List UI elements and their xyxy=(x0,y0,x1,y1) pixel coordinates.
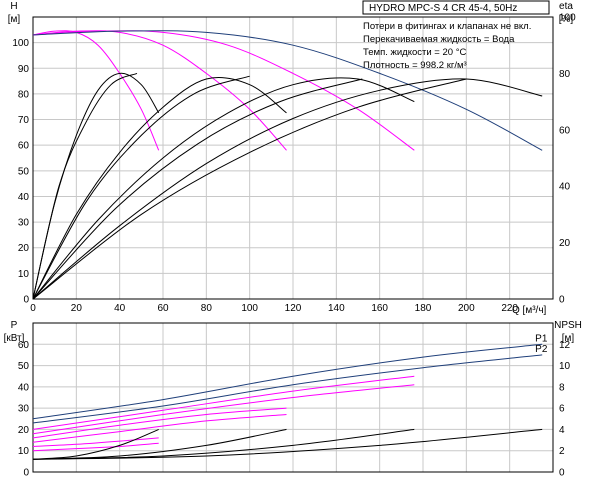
lower-npsh-tick-label: 6 xyxy=(559,404,565,415)
lower-ylabel-left-0: P xyxy=(11,320,18,331)
lower-y-tick-label: 40 xyxy=(18,382,30,393)
upper-ylabel-left-1: [м] xyxy=(8,14,21,25)
note-liquid: Перекачиваемая жидкость = Вода xyxy=(363,34,515,45)
x-tick-label: 20 xyxy=(71,303,83,314)
x-tick-label: 160 xyxy=(371,303,388,314)
upper-series xyxy=(32,30,543,300)
lower-npsh-tick-label: 12 xyxy=(559,340,571,351)
x-tick-label: 60 xyxy=(157,303,169,314)
note-fittings: Потери в фитингах и клапанах не вкл. xyxy=(363,21,531,32)
lower-ylabel-left-1: [кВт] xyxy=(4,333,25,344)
upper-ylabel-left-0: H xyxy=(10,1,17,12)
upper-y-tick-label: 100 xyxy=(12,38,29,49)
lower-y-tick-label: 0 xyxy=(23,468,29,479)
tick-labels: 0 20 40 60 80 100 120 140 160 180 200 2200102030405… xyxy=(12,13,576,479)
upper-eta-tick-label: 60 xyxy=(559,125,571,136)
upper-perf-curve-3 xyxy=(32,30,543,151)
lower-y-tick-label: 30 xyxy=(18,404,30,415)
upper-eta-curve-11 xyxy=(32,78,467,300)
upper-eta-tick-label: 20 xyxy=(559,238,571,249)
x-tick-label: 40 xyxy=(114,303,126,314)
lower-frame xyxy=(32,322,554,473)
lower-head-curve-7 xyxy=(32,442,159,452)
lower-head-curve-4 xyxy=(32,407,287,439)
lower-ylabel-right-0: NPSH xyxy=(554,320,582,331)
upper-y-tick-label: 70 xyxy=(18,115,30,126)
upper-ylabel-right-1: [%] xyxy=(559,14,574,25)
upper-eta-tick-label: 80 xyxy=(559,69,571,80)
lower-y-tick-label: 60 xyxy=(18,340,30,351)
lower-npsh-curve-11 xyxy=(32,428,543,460)
upper-xlabel: Q [м³/ч] xyxy=(512,305,547,316)
lower-y-tick-label: 50 xyxy=(18,361,30,372)
lower-perf-curve-1 xyxy=(32,354,543,424)
upper-eta-curve-8 xyxy=(32,72,138,300)
upper-y-tick-label: 40 xyxy=(18,192,30,203)
upper-eta-curve-7 xyxy=(32,78,543,300)
upper-y-tick-label: 60 xyxy=(18,141,30,152)
note-temperature: Темп. жидкости = 20 °C xyxy=(363,47,466,58)
title-box xyxy=(362,0,550,15)
lower-npsh-tick-label: 0 xyxy=(559,468,565,479)
upper-eta-curve-10 xyxy=(32,78,363,300)
upper-y-tick-label: 90 xyxy=(18,64,30,75)
lower-series-label-p2: P2 xyxy=(535,344,548,355)
lower-npsh-tick-label: 10 xyxy=(559,361,571,372)
upper-y-tick-label: 30 xyxy=(18,218,30,229)
upper-eta-tick-label: 0 xyxy=(559,295,565,306)
lower-head-curve-2 xyxy=(32,375,415,430)
lower-npsh-curve-10 xyxy=(32,428,415,460)
lower-npsh-tick-label: 2 xyxy=(559,446,565,457)
x-tick-label: 100 xyxy=(241,303,258,314)
lower-y-tick-label: 20 xyxy=(18,425,30,436)
x-tick-label: 140 xyxy=(328,303,345,314)
upper-y-tick-label: 0 xyxy=(23,295,29,306)
x-tick-label: 220 xyxy=(501,303,518,314)
chart-title: HYDRO MPC-S 4 CR 45-4, 50Hz xyxy=(369,3,517,14)
upper-y-tick-label: 10 xyxy=(18,269,30,280)
lower-y-tick-label: 10 xyxy=(18,446,30,457)
upper-head-curve-0 xyxy=(32,30,160,151)
upper-eta-curve-6 xyxy=(32,77,415,300)
upper-y-tick-label: 20 xyxy=(18,243,30,254)
upper-frame xyxy=(32,16,554,300)
upper-y-tick-label: 80 xyxy=(18,89,30,100)
upper-grid xyxy=(32,16,554,300)
upper-eta-curve-5 xyxy=(32,77,287,300)
x-tick-label: 80 xyxy=(201,303,213,314)
upper-head-curve-2 xyxy=(32,30,415,151)
x-tick-label: 180 xyxy=(415,303,432,314)
upper-eta-curve-9 xyxy=(32,75,250,300)
lower-npsh-tick-label: 8 xyxy=(559,382,565,393)
upper-ylabel-right-0: eta xyxy=(559,1,573,12)
upper-head-curve-1 xyxy=(32,30,287,151)
upper-y-tick-label: 50 xyxy=(18,166,30,177)
lower-head-curve-3 xyxy=(32,384,415,435)
upper-eta-tick-label: 40 xyxy=(559,182,571,193)
lower-ylabel-right-1: [м] xyxy=(562,333,575,344)
x-tick-label: 200 xyxy=(458,303,475,314)
lower-series-label-p1: P1 xyxy=(535,333,548,344)
lower-npsh-tick-label: 4 xyxy=(559,425,565,436)
lower-head-curve-6 xyxy=(32,437,159,447)
lower-head-curve-5 xyxy=(32,414,287,443)
lower-npsh-curve-8 xyxy=(32,428,159,460)
note-density: Плотность = 998.2 кг/м³ xyxy=(363,60,467,71)
lower-grid xyxy=(32,322,554,473)
x-tick-label: 120 xyxy=(285,303,302,314)
x-tick-label: 0 xyxy=(30,303,36,314)
upper-eta-tick-label: 100 xyxy=(559,13,576,24)
lower-perf-curve-0 xyxy=(32,343,543,420)
